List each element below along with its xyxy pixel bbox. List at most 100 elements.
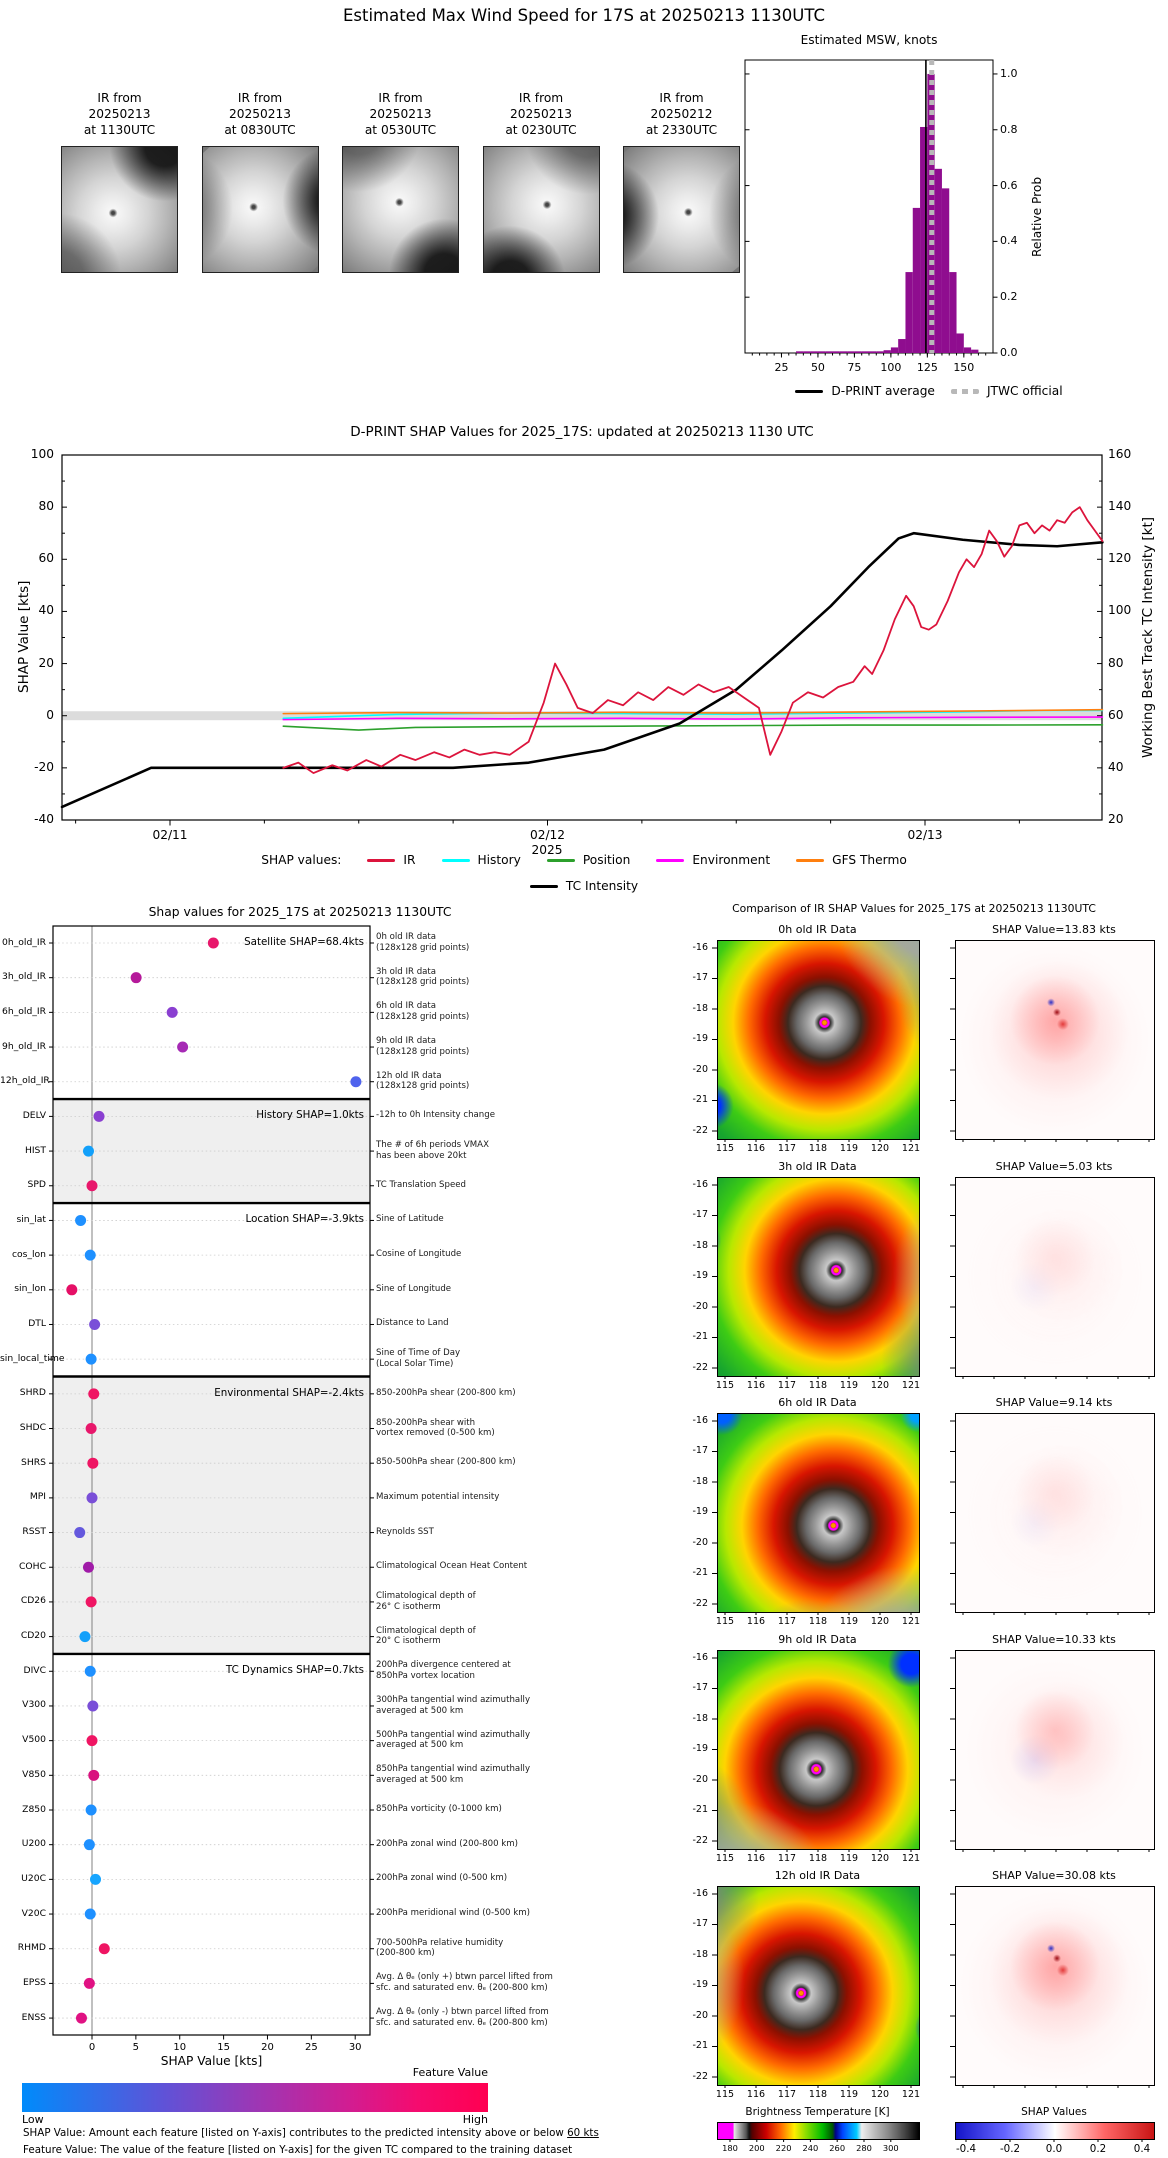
ir-data-map [717,940,920,1140]
shap-dot-sin_local_time [85,1353,97,1365]
ts-ytick-right-label: 40 [1108,759,1124,774]
histogram-baseline-bar [876,351,884,353]
feature-label-sin_lon: sin_lon [14,1283,46,1295]
map-ytick-label: -20 [692,1063,708,1075]
feature-label-V850: V850 [22,1768,46,1780]
shap-dot-U20C [90,1873,102,1885]
feature-desc-CD26: Climatological depth of 26° C isotherm [376,1590,476,1612]
shap-speckle-graphic [956,1178,1154,1376]
map-xtick-label: 121 [901,1380,921,1391]
ts-xtick-label: 02/13 [907,828,943,842]
histogram-baseline-bar [803,351,811,353]
feature-label-0h_old_IR: 0h_old_IR [2,936,46,948]
ts-ytick-right-label: 60 [1108,707,1124,722]
legend-label: GFS Thermo [832,853,907,867]
feature-desc-EPSS: Avg. Δ θₑ (only +) btwn parcel lifted fr… [376,1972,553,1993]
ir-thumbnail-image [482,146,600,273]
feature-desc-Z850: 850hPa vorticity (0-1000 km) [376,1804,502,1814]
shap-dot-MPI [86,1492,98,1504]
feature-label-V500: V500 [22,1734,46,1746]
map-xtick-label: 120 [870,1380,890,1391]
shap-value-map [955,1413,1155,1613]
legend-item-dprint-average: D-PRINT average [795,384,935,398]
ts-legend-item-ir: IR [367,853,416,867]
ts-ytick-right-label: 140 [1108,499,1132,514]
feature-label-DIVC: DIVC [23,1664,46,1676]
feature-desc-CD20: Climatological depth of 20° C isotherm [376,1625,476,1647]
ts-ytick-left-label: 20 [38,655,54,670]
map-xtick-label: 118 [808,2089,828,2100]
feature-label-DTL: DTL [28,1317,46,1329]
feature-label-9h_old_IR: 9h_old_IR [2,1040,46,1052]
bt-cbar-tick-label: 280 [856,2143,872,2153]
ir-thumbnail-image [201,146,319,273]
feature-label-U20C: U20C [21,1872,46,1884]
feature-desc-sin_local_time: Sine of Time of Day (Local Solar Time) [376,1348,461,1369]
feature-label-6h_old_IR: 6h_old_IR [2,1005,46,1017]
hist-xtick-label: 150 [953,361,975,374]
histogram-bar [883,350,891,353]
shap-dot-Z850 [85,1804,97,1816]
bt-cbar-tick-label: 240 [802,2143,819,2153]
map-xtick-label: 116 [746,2089,766,2100]
feature-label-RHMD: RHMD [17,1942,46,1954]
dotplot-title: Shap values for 2025_17S at 20250213 113… [148,905,452,919]
map-ytick-label: -19 [692,1979,708,1990]
map-ytick-label: -21 [692,2040,708,2051]
feature-label-ENSS: ENSS [21,2011,46,2023]
feature-label-SHDC: SHDC [19,1422,46,1434]
ir-data-map [717,1413,920,1613]
map-ytick-label: -16 [692,1651,708,1663]
feature-desc-MPI: Maximum potential intensity [376,1491,500,1502]
map-xtick-label: 120 [870,1853,890,1864]
shap-value-map [955,1650,1155,1850]
shap-dot-6h_old_IR [166,1006,178,1018]
bt-cbar-tick-label: 220 [775,2143,792,2153]
histogram-bar [941,188,950,353]
shap-dot-U200 [83,1839,95,1851]
feature-value-footnote: Feature Value: The value of the feature … [23,2144,573,2156]
cyclone-swirl-graphic [343,147,458,272]
map-ytick-label: -21 [692,1804,708,1815]
shap-map-title: SHAP Value=5.03 kts [995,1160,1113,1173]
map-xtick-label: 117 [777,1143,797,1154]
legend-line-icon [529,884,558,888]
map-xtick-label: 121 [901,1853,921,1864]
histogram-baseline-bar [817,351,826,353]
histogram-baseline-bar [796,351,804,353]
feature-desc-HIST: The # of 6h periods VMAX has been above … [376,1140,489,1161]
series-tc-intensity [60,531,1104,809]
ir-map-title: 12h old IR Data [774,1869,861,1882]
map-ytick-label: -19 [692,1270,708,1281]
map-xtick-label: 121 [901,1616,921,1627]
dotplot-xtick-label: 10 [173,2042,187,2053]
histogram-bar [956,333,964,353]
section-annotation-history: History SHAP=1.0kts [256,1109,364,1122]
map-xtick-label: 120 [870,2089,890,2100]
timeseries-xlabel: 2025 [531,843,563,857]
ir-thumbnail-image [623,146,740,273]
ts-ytick-left-label: 80 [38,499,54,514]
feature-desc-ENSS: Avg. Δ θₑ (only -) btwn parcel lifted fr… [376,2007,549,2028]
histogram-title: Estimated MSW, knots [800,33,938,47]
map-xtick-label: 118 [808,1380,828,1391]
ts-ytick-left-label: 40 [38,603,54,618]
map-ytick-label: -19 [692,1743,708,1754]
feature-label-3h_old_IR: 3h_old_IR [2,971,46,983]
legend-label: History [477,853,521,867]
cyclone-swirl-graphic [483,147,599,272]
jtwc-official-label: JTWC official [986,384,1063,398]
map-ytick-label: -17 [692,972,708,983]
shap-speckle-graphic [956,941,1154,1139]
hist-ytick-label: 0.4 [1000,234,1018,248]
hist-xtick-label: 100 [880,361,902,374]
ir-thumbnail-image [342,146,459,273]
map-ytick-label: -22 [692,1124,708,1136]
ir-thumb-label: IR from 20250212 at 2330UTC [645,91,718,137]
histogram-baseline-bar [832,351,840,353]
shap-value-footnote-underline: 60 kts [567,2127,599,2139]
jtwc-official-dash-icon [950,388,979,394]
timeseries-legend-row1: SHAP values: IR History Position Environmen… [0,853,1168,867]
shap-dot-sin_lon [66,1284,78,1296]
dotplot-xtick-label: 0 [88,2042,96,2053]
